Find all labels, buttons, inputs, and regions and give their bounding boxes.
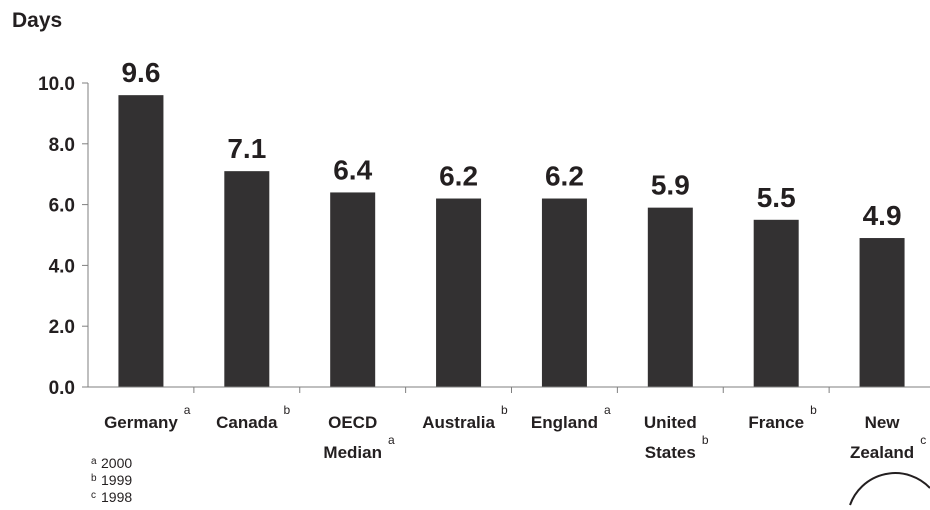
footnote-marker: a <box>184 403 191 417</box>
footnote-marker: b <box>284 403 291 417</box>
circle-decoration <box>849 472 930 506</box>
category-label: New <box>865 413 901 432</box>
data-label: 5.5 <box>757 182 796 213</box>
data-label: 9.6 <box>121 57 160 88</box>
footnote-text: 1999 <box>101 472 132 488</box>
category-label: Median <box>323 443 382 462</box>
bar <box>330 192 376 387</box>
category-label: France <box>748 413 804 432</box>
bar <box>541 198 587 387</box>
footnote-marker: a <box>604 403 611 417</box>
y-tick-label: 0.0 <box>49 378 75 399</box>
footnote-mark: c <box>91 490 96 501</box>
y-tick-label: 4.0 <box>49 256 75 277</box>
data-label: 6.4 <box>333 154 372 185</box>
footnote-mark: a <box>91 456 97 467</box>
category-labels: GermanyaCanadabOECDMedianaAustraliabEngl… <box>104 403 926 462</box>
data-label: 7.1 <box>227 133 266 164</box>
y-tick-label: 10.0 <box>38 74 75 95</box>
footnote-marker: b <box>810 403 817 417</box>
data-labels: 9.6 7.1 6.4 6.2 6.2 5.9 5.5 4.9 <box>121 57 901 231</box>
bar <box>224 171 270 387</box>
bar <box>859 238 905 387</box>
y-tick-label: 8.0 <box>49 135 75 156</box>
y-tick-label: 6.0 <box>49 196 75 217</box>
category-label: Canada <box>216 413 278 432</box>
footnote-mark: b <box>91 473 97 484</box>
category-label: United <box>644 413 697 432</box>
y-tick-label: 2.0 <box>49 317 75 338</box>
footnotes: a 2000 b 1999 c 1998 <box>91 455 132 505</box>
x-axis <box>88 386 930 393</box>
data-label: 4.9 <box>863 200 902 231</box>
bar <box>753 219 799 387</box>
bar <box>118 95 164 387</box>
footnote-text: 2000 <box>101 455 132 471</box>
bar <box>436 198 482 387</box>
data-label: 6.2 <box>545 161 584 192</box>
y-axis: 0.0 2.0 4.0 6.0 8.0 10.0 <box>38 74 89 399</box>
data-label: 6.2 <box>439 161 478 192</box>
y-axis-label: Days <box>12 9 62 32</box>
data-label: 5.9 <box>651 170 690 201</box>
footnote-marker: a <box>388 433 395 447</box>
category-label: States <box>645 443 696 462</box>
category-label: Zealand <box>850 443 914 462</box>
category-label: Australia <box>422 413 495 432</box>
category-label: England <box>531 413 598 432</box>
category-label: OECD <box>328 413 377 432</box>
footnote-marker: c <box>920 433 926 447</box>
footnote-text: 1998 <box>101 489 132 505</box>
footnote-marker: b <box>702 433 709 447</box>
bars <box>118 95 905 387</box>
category-label: Germany <box>104 413 178 432</box>
footnote-marker: b <box>501 403 508 417</box>
bar <box>647 207 693 387</box>
